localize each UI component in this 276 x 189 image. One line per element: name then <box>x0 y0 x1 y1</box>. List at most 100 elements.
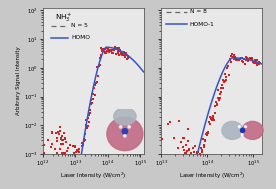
Point <box>222 81 226 84</box>
Point <box>113 45 117 48</box>
Point <box>115 47 119 50</box>
Point <box>109 49 114 52</box>
Point <box>103 48 108 51</box>
Point <box>50 142 55 145</box>
Point <box>115 47 119 50</box>
Point <box>208 122 213 125</box>
Point <box>126 56 130 59</box>
Point <box>58 130 62 133</box>
Point <box>201 144 206 147</box>
Point <box>253 59 258 62</box>
Point <box>83 133 88 136</box>
Point <box>94 82 99 85</box>
Text: N = 8: N = 8 <box>190 9 206 14</box>
Point <box>95 74 100 77</box>
Point <box>111 49 116 52</box>
Point <box>237 58 241 61</box>
Point <box>81 139 86 142</box>
Point <box>72 145 77 148</box>
Ellipse shape <box>241 134 243 136</box>
Point <box>240 59 244 62</box>
Point <box>125 57 129 60</box>
Ellipse shape <box>245 126 246 128</box>
Point <box>166 122 170 125</box>
Point <box>45 139 50 142</box>
Point <box>58 148 62 151</box>
Ellipse shape <box>120 126 122 128</box>
Point <box>246 59 250 62</box>
Point <box>82 138 87 141</box>
Ellipse shape <box>107 117 143 151</box>
Point <box>72 152 76 155</box>
Point <box>121 52 126 55</box>
Point <box>232 58 237 61</box>
Point <box>250 57 254 60</box>
Point <box>182 149 187 152</box>
Point <box>119 50 123 53</box>
Point <box>91 92 95 95</box>
Point <box>108 49 112 52</box>
Point <box>88 111 93 114</box>
Point <box>77 150 81 153</box>
Point <box>224 79 228 82</box>
Point <box>98 56 102 59</box>
Point <box>100 49 105 52</box>
Point <box>124 53 129 56</box>
Point <box>205 132 209 135</box>
Point <box>90 92 94 95</box>
Point <box>67 144 72 147</box>
Text: HOMO: HOMO <box>71 35 90 40</box>
Point <box>103 51 107 54</box>
Point <box>181 145 185 148</box>
Point <box>61 138 66 141</box>
Point <box>215 102 219 105</box>
Point <box>185 150 189 153</box>
Point <box>60 139 64 142</box>
Point <box>55 136 60 139</box>
Point <box>219 91 224 94</box>
Point <box>84 123 89 126</box>
Point <box>200 149 205 152</box>
Point <box>187 148 192 151</box>
Point <box>81 142 85 145</box>
Point <box>102 47 106 50</box>
Point <box>59 137 63 140</box>
Ellipse shape <box>222 121 243 139</box>
Point <box>211 117 215 120</box>
Point <box>97 64 102 67</box>
Point <box>62 151 66 154</box>
Point <box>246 59 251 62</box>
Point <box>63 151 67 154</box>
Point <box>256 61 260 64</box>
Point <box>83 138 87 141</box>
Point <box>82 140 86 143</box>
Point <box>75 149 79 152</box>
Ellipse shape <box>128 126 130 128</box>
Point <box>49 131 54 134</box>
Point <box>111 52 115 55</box>
Point <box>181 136 185 139</box>
Point <box>59 143 63 146</box>
Point <box>100 48 104 51</box>
X-axis label: Laser Intensity (W/cm$^2$): Laser Intensity (W/cm$^2$) <box>60 170 126 180</box>
Point <box>87 114 91 117</box>
Point <box>127 55 131 58</box>
X-axis label: Laser Intensity (W/cm$^2$): Laser Intensity (W/cm$^2$) <box>179 170 245 180</box>
Point <box>254 62 258 65</box>
Point <box>86 116 91 119</box>
Point <box>230 53 234 56</box>
Point <box>100 49 105 52</box>
Point <box>172 137 176 140</box>
Point <box>65 146 70 149</box>
Ellipse shape <box>238 126 240 128</box>
Point <box>214 101 218 104</box>
Point <box>251 61 255 64</box>
Point <box>64 140 68 143</box>
Point <box>62 132 67 135</box>
Point <box>213 112 217 115</box>
Point <box>88 108 92 111</box>
Point <box>224 75 229 78</box>
Point <box>252 61 256 64</box>
Point <box>225 67 229 70</box>
Point <box>193 144 197 147</box>
